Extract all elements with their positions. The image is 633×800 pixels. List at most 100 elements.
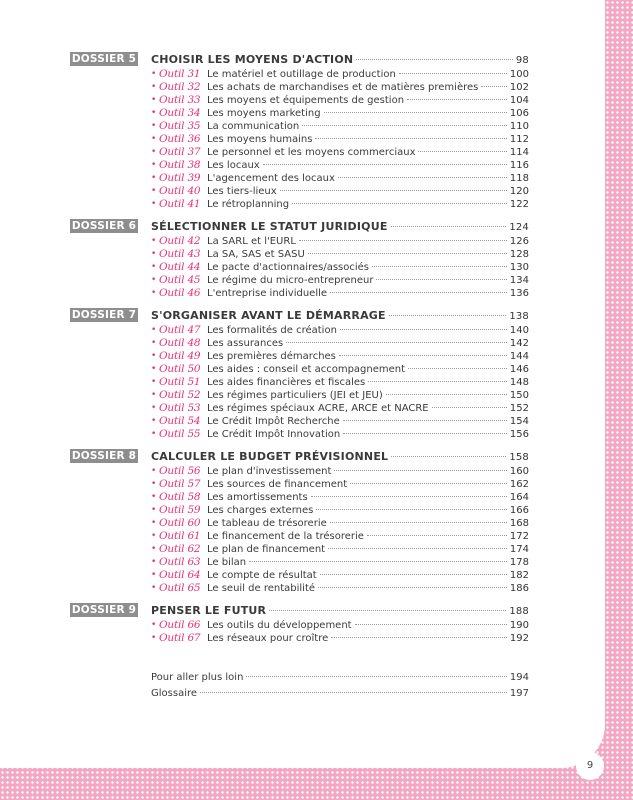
outil-number: Outil 63 (159, 556, 201, 568)
bullet-dot: • (151, 416, 157, 426)
outil-number: Outil 53 (159, 402, 201, 414)
outil-number: Outil 44 (159, 261, 201, 273)
bullet-dot: • (151, 583, 157, 593)
toc-entry[interactable]: • Outil 51 Les aides financières et fiscal… (70, 376, 529, 390)
dossier-title: CHOISIR LES MOYENS D'ACTION (151, 53, 354, 66)
entry-page: 140 (509, 325, 529, 336)
dossier-title-line[interactable]: CHOISIR LES MOYENS D'ACTION 98 (151, 53, 529, 66)
toc-entry[interactable]: • Outil 38 Les locaux 116 (70, 159, 529, 173)
toc-entry[interactable]: • Outil 43 La SA, SAS et SASU 128 (70, 248, 529, 262)
entry-label: Les moyens et équipements de gestion (207, 95, 405, 106)
leader-dots (249, 561, 507, 562)
outil-number: Outil 55 (159, 428, 201, 440)
bullet-dot: • (151, 466, 157, 476)
entry-page: 150 (509, 390, 529, 401)
entry-page: 136 (509, 288, 529, 299)
toc-entry[interactable]: • Outil 42 La SARL et l'EURL 126 (70, 235, 529, 249)
toc-entry[interactable]: • Outil 53 Les régimes spéciaux ACRE, ARCE… (70, 402, 529, 416)
toc-entry[interactable]: • Outil 37 Le personnel et les moyens comm… (70, 146, 529, 160)
toc-entry[interactable]: • Outil 62 Le plan de financement 174 (70, 543, 529, 557)
entry-label: Les régimes particuliers (JEI et JEU) (207, 390, 383, 401)
bullet-dot: • (151, 620, 157, 630)
entry-label: Le régime du micro-entrepreneur (207, 275, 374, 286)
toc-entry[interactable]: • Outil 40 Les tiers-lieux 120 (70, 185, 529, 199)
dossier-9: DOSSIER 9 PENSER LE FUTUR 188 • Outil 66 L… (70, 603, 529, 646)
toc-entry[interactable]: • Outil 65 Le seuil de rentabilité 186 (70, 582, 529, 596)
leader-dots (330, 292, 507, 293)
toc-entry[interactable]: • Outil 50 Les aides : conseil et accompag… (70, 363, 529, 377)
leader-dots (408, 368, 507, 369)
entry-page: 130 (509, 262, 529, 273)
outil-number: Outil 43 (159, 248, 201, 260)
bullet-dot: • (151, 288, 157, 298)
toc-entry[interactable]: • Outil 31 Le matériel et outillage de pro… (70, 68, 529, 82)
entry-label: Les premières démarches (207, 351, 336, 362)
toc-entry[interactable]: • Outil 35 La communication 110 (70, 120, 529, 134)
dossier-title-line[interactable]: CALCULER LE BUDGET PRÉVISIONNEL 158 (151, 450, 529, 463)
entry-page: 100 (509, 69, 529, 80)
entry-page: 166 (509, 505, 529, 516)
leader-dots (302, 125, 507, 126)
leader-dots (200, 692, 507, 693)
entry-label: Les achats de marchandises et de matière… (207, 82, 479, 93)
entry-page: 156 (509, 429, 529, 440)
toc-entry[interactable]: • Outil 64 Le compte de résultat 182 (70, 569, 529, 583)
toc-entry[interactable]: • Outil 41 Le rétroplanning 122 (70, 198, 529, 212)
toc-entry[interactable]: • Outil 39 L'agencement des locaux 118 (70, 172, 529, 186)
toc-entry[interactable]: • Outil 32 Les achats de marchandises et d… (70, 81, 529, 95)
bullet-dot: • (151, 82, 157, 92)
toc-entry[interactable]: • Outil 34 Les moyens marketing 106 (70, 107, 529, 121)
leader-dots (350, 483, 507, 484)
entry-page: 120 (509, 186, 529, 197)
entry-page: 118 (509, 173, 529, 184)
toc-entry[interactable]: • Outil 44 Le pacte d'actionnaires/associé… (70, 261, 529, 275)
entry-label: Le compte de résultat (207, 570, 317, 581)
toc-entry[interactable]: • Outil 59 Les charges externes 166 (70, 504, 529, 518)
entry-label: Le Crédit Impôt Recherche (207, 416, 340, 427)
toc-entry[interactable]: • Outil 67 Les réseaux pour croître 192 (70, 632, 529, 646)
entry-label: Le matériel et outillage de production (207, 69, 396, 80)
dossier-5: DOSSIER 5 CHOISIR LES MOYENS D'ACTION 98… (70, 52, 529, 212)
toc-entry[interactable]: • Outil 60 Le tableau de trésorerie 168 (70, 517, 529, 531)
toc-extra-entry[interactable]: Pour aller plus loin 194 (70, 672, 529, 685)
dossier-tag: DOSSIER 9 (70, 603, 138, 617)
outil-number: Outil 49 (159, 350, 201, 362)
dossier-title: SÉLECTIONNER LE STATUT JURIDIQUE (151, 220, 388, 233)
leader-dots (391, 456, 507, 457)
toc-entry[interactable]: • Outil 66 Les outils du développement 190 (70, 619, 529, 633)
dossier-title-line[interactable]: PENSER LE FUTUR 188 (151, 604, 529, 617)
leader-dots (368, 381, 507, 382)
toc-entry[interactable]: • Outil 61 Le financement de la trésorerie… (70, 530, 529, 544)
entry-page: 160 (509, 466, 529, 477)
outil-number: Outil 37 (159, 146, 201, 158)
outil-number: Outil 58 (159, 491, 201, 503)
bullet-dot: • (151, 544, 157, 554)
outil-number: Outil 59 (159, 504, 201, 516)
toc-entry[interactable]: • Outil 45 Le régime du micro-entrepreneur… (70, 274, 529, 288)
dossier-title-line[interactable]: SÉLECTIONNER LE STATUT JURIDIQUE 124 (151, 220, 529, 233)
bullet-dot: • (151, 199, 157, 209)
entry-page: 114 (509, 147, 529, 158)
toc-entry[interactable]: • Outil 48 Les assurances 142 (70, 337, 529, 351)
dossier-title-line[interactable]: S'ORGANISER AVANT LE DÉMARRAGE 138 (151, 309, 529, 322)
entry-page: 144 (509, 351, 529, 362)
bullet-dot: • (151, 531, 157, 541)
entry-label: L'entreprise individuelle (207, 288, 328, 299)
toc-extra-entry[interactable]: Glossaire 197 (70, 688, 529, 701)
toc-entry[interactable]: • Outil 49 Les premières démarches 144 (70, 350, 529, 364)
toc-entry[interactable]: • Outil 52 Les régimes particuliers (JEI e… (70, 389, 529, 403)
toc-entry[interactable]: • Outil 63 Le bilan 178 (70, 556, 529, 570)
bullet-dot: • (151, 429, 157, 439)
toc-entry[interactable]: • Outil 56 Le plan d'investissement 160 (70, 465, 529, 479)
toc-entry[interactable]: • Outil 54 Le Crédit Impôt Recherche 154 (70, 415, 529, 429)
toc-entry[interactable]: • Outil 46 L'entreprise individuelle 136 (70, 287, 529, 301)
toc-entry[interactable]: • Outil 58 Les amortissements 164 (70, 491, 529, 505)
toc-entry[interactable]: • Outil 57 Les sources de financement 162 (70, 478, 529, 492)
dossier-tag: DOSSIER 7 (70, 308, 138, 322)
toc-entry[interactable]: • Outil 36 Les moyens humains 112 (70, 133, 529, 147)
dossier-page: 124 (509, 222, 529, 233)
entry-label: Les amortissements (207, 492, 308, 503)
toc-entry[interactable]: • Outil 33 Les moyens et équipements de ge… (70, 94, 529, 108)
toc-entry[interactable]: • Outil 47 Les formalités de création 140 (70, 324, 529, 338)
toc-entry[interactable]: • Outil 55 Le Crédit Impôt Innovation 156 (70, 428, 529, 442)
